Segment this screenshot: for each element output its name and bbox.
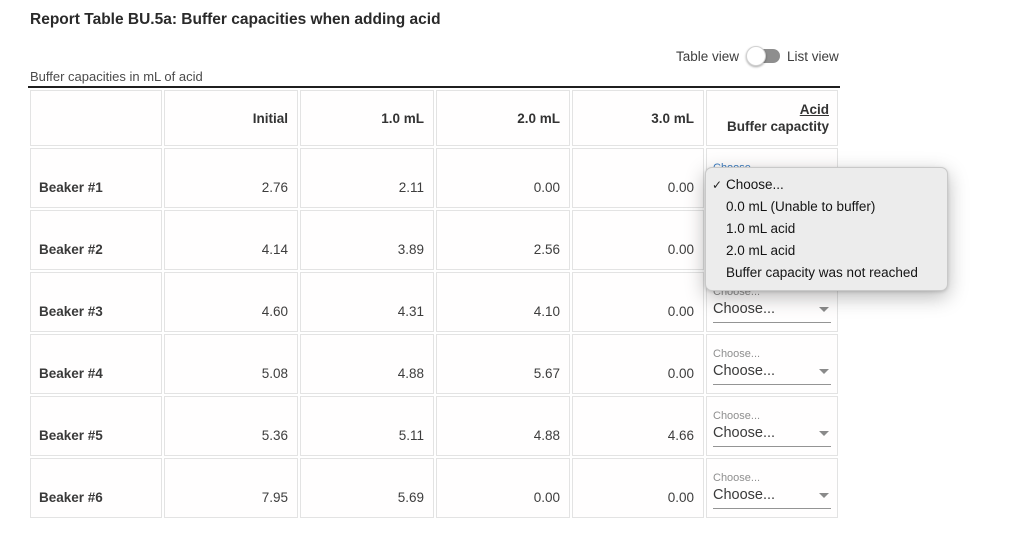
table-view-label: Table view [676,48,740,64]
acid-header-line1: Acid [799,102,829,117]
menu-item-0ml-unable-to-buffer[interactable]: 0.0 mL (Unable to buffer) [706,196,947,218]
menu-item-label: 0.0 mL (Unable to buffer) [726,199,876,214]
header-1ml: 1.0 mL [300,90,434,146]
header-initial: Initial [164,90,298,146]
header-acid-buffer-capacity: Acid Buffer capactity [706,90,838,146]
list-view-label: List view [787,48,839,64]
buffer-capacity-select-row6[interactable]: Choose... Choose... [713,472,831,509]
cell-value: 5.69 [300,458,434,518]
buffer-capacity-select-cell: Choose... Choose... [706,396,838,456]
select-value: Choose... [713,363,776,379]
checkmark-icon: ✓ [712,178,723,192]
row-label: Beaker #6 [30,458,162,518]
chevron-down-icon [819,430,829,436]
view-toggle: Table view List view [676,46,839,66]
select-floating-label: Choose... [713,410,761,422]
table-row: Beaker #5 5.36 5.11 4.88 4.66 Choose... … [30,396,838,456]
buffer-capacity-table: Initial 1.0 mL 2.0 mL 3.0 mL Acid Buffer… [28,86,840,520]
cell-value: 0.00 [572,210,704,270]
page-title: Report Table BU.5a: Buffer capacities wh… [30,11,441,28]
menu-item-buffer-capacity-not-reached[interactable]: Buffer capacity was not reached [706,262,947,284]
select-value: Choose... [713,425,776,441]
menu-item-choose[interactable]: ✓ Choose... [706,174,947,196]
chevron-down-icon [819,306,829,312]
buffer-capacity-select-cell: Choose... Choose... [706,334,838,394]
row-label: Beaker #5 [30,396,162,456]
header-3ml: 3.0 mL [572,90,704,146]
row-label: Beaker #4 [30,334,162,394]
menu-item-label: 1.0 mL acid [726,221,796,236]
menu-item-1ml-acid[interactable]: 1.0 mL acid [706,218,947,240]
cell-value: 0.00 [436,148,570,208]
acid-header-line2: Buffer capactity [726,119,829,134]
menu-item-label: 2.0 mL acid [726,243,796,258]
row-label: Beaker #3 [30,272,162,332]
header-2ml: 2.0 mL [436,90,570,146]
buffer-capacity-select-cell: Choose... Choose... [706,458,838,518]
table-row: Beaker #6 7.95 5.69 0.00 0.00 Choose... … [30,458,838,518]
buffer-capacity-select-row4[interactable]: Choose... Choose... [713,348,831,385]
row-label: Beaker #1 [30,148,162,208]
cell-value: 0.00 [572,334,704,394]
menu-item-label: Choose... [726,177,784,192]
buffer-capacity-select-row3[interactable]: Choose... Choose... [713,286,831,323]
view-toggle-switch[interactable] [746,46,781,66]
cell-value: 3.89 [300,210,434,270]
cell-value: 0.00 [572,458,704,518]
cell-value: 5.36 [164,396,298,456]
menu-item-2ml-acid[interactable]: 2.0 mL acid [706,240,947,262]
cell-value: 4.31 [300,272,434,332]
chevron-down-icon [819,492,829,498]
cell-value: 0.00 [436,458,570,518]
cell-value: 2.56 [436,210,570,270]
chevron-down-icon [819,368,829,374]
cell-value: 0.00 [572,148,704,208]
cell-value: 7.95 [164,458,298,518]
cell-value: 5.08 [164,334,298,394]
cell-value: 2.11 [300,148,434,208]
select-value: Choose... [713,487,776,503]
select-options-popup: ✓ Choose... 0.0 mL (Unable to buffer) 1.… [705,167,948,291]
cell-value: 4.60 [164,272,298,332]
header-row: Initial 1.0 mL 2.0 mL 3.0 mL Acid Buffer… [30,90,838,146]
menu-item-label: Buffer capacity was not reached [726,265,918,280]
cell-value: 4.10 [436,272,570,332]
cell-value: 4.66 [572,396,704,456]
row-label: Beaker #2 [30,210,162,270]
select-floating-label: Choose... [713,348,761,360]
cell-value: 2.76 [164,148,298,208]
cell-value: 5.11 [300,396,434,456]
cell-value: 4.14 [164,210,298,270]
cell-value: 0.00 [572,272,704,332]
buffer-capacity-select-row5[interactable]: Choose... Choose... [713,410,831,447]
select-value: Choose... [713,301,776,317]
select-floating-label: Choose... [713,472,761,484]
table-caption: Buffer capacities in mL of acid [30,69,203,84]
cell-value: 4.88 [300,334,434,394]
cell-value: 5.67 [436,334,570,394]
toggle-knob [746,46,767,66]
table-row: Beaker #4 5.08 4.88 5.67 0.00 Choose... … [30,334,838,394]
header-blank [30,90,162,146]
cell-value: 4.88 [436,396,570,456]
